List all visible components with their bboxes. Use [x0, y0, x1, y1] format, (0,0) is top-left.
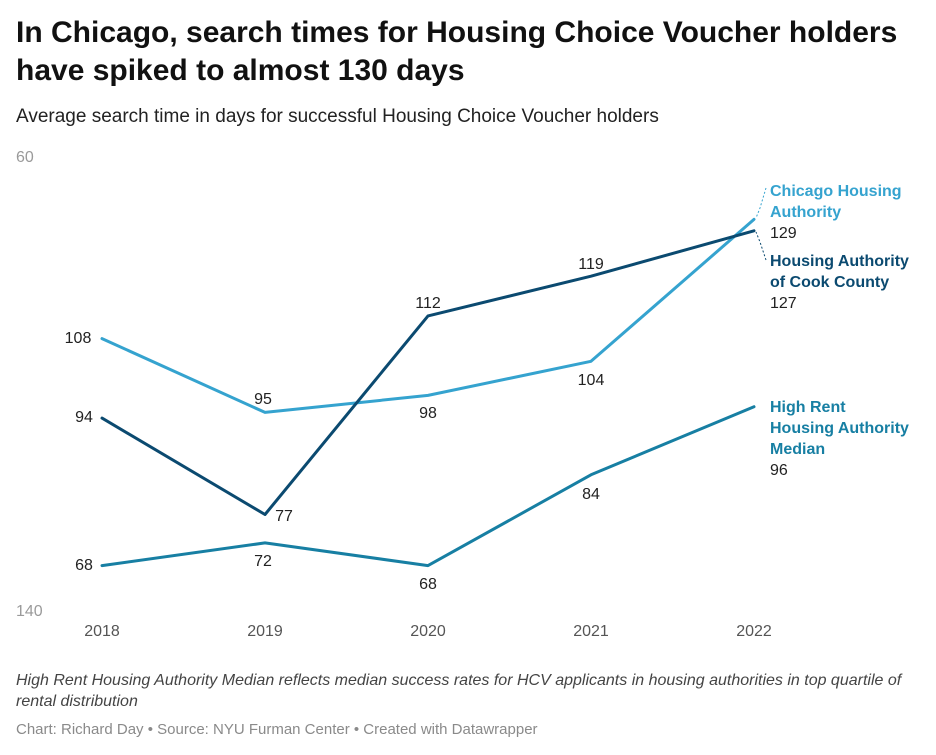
series-name-label: Housing Authority: [770, 420, 909, 437]
cook-county-line: [100, 229, 756, 516]
y-tick-label: 60: [16, 149, 34, 166]
data-label: 68: [75, 557, 93, 574]
series-name-label: Authority: [770, 204, 841, 221]
chart-source: Chart: Richard Day • Source: NYU Furman …: [16, 721, 538, 738]
high-rent-median-line: [100, 405, 756, 568]
data-label: 108: [65, 330, 92, 347]
x-axis: 2018 2019 2020 2021 2022: [84, 623, 772, 640]
chart-subtitle: Average search time in days for successf…: [16, 106, 659, 127]
x-tick-label: 2022: [736, 623, 772, 640]
series-lines: [100, 217, 756, 568]
data-label: 119: [578, 256, 604, 273]
series-labels: Chicago Housing Authority 129 Housing Autho…: [770, 183, 909, 479]
data-labels: 108 95 98 104 94 77 112 119 68 72 68 84: [65, 256, 605, 593]
chart-title: In Chicago, search times for Housing Cho…: [16, 16, 898, 87]
connector-cook-county: [755, 231, 767, 261]
label-connectors: [755, 187, 767, 261]
x-tick-label: 2021: [573, 623, 609, 640]
data-label: 77: [275, 508, 293, 525]
data-label: 98: [419, 405, 437, 422]
series-value-label: 129: [770, 225, 797, 242]
chart-note: High Rent Housing Authority Median refle…: [16, 672, 902, 710]
y-axis: 60 140: [16, 149, 43, 620]
chicago-housing-authority-line: [100, 217, 756, 414]
data-label: 104: [578, 372, 605, 389]
data-label: 94: [75, 409, 93, 426]
series-name-label: Housing Authority: [770, 253, 909, 270]
series-name-label: Chicago Housing: [770, 183, 902, 200]
x-tick-label: 2020: [410, 623, 446, 640]
x-tick-label: 2018: [84, 623, 120, 640]
data-label: 84: [582, 486, 600, 503]
connector-chicago: [755, 187, 767, 219]
series-name-label: Median: [770, 441, 825, 458]
y-tick-label: 140: [16, 603, 43, 620]
line-chart: 60 140 2018 2019 2020 2021 2022 108 95 98 104 94 7…: [16, 149, 909, 640]
x-tick-label: 2019: [247, 623, 283, 640]
series-name-label: High Rent: [770, 399, 846, 416]
data-label: 72: [254, 553, 272, 570]
series-name-label: of Cook County: [770, 274, 889, 291]
data-label: 68: [419, 576, 437, 593]
series-value-label: 96: [770, 462, 788, 479]
data-label: 112: [415, 295, 441, 312]
data-label: 95: [254, 391, 272, 408]
series-value-label: 127: [770, 295, 797, 312]
